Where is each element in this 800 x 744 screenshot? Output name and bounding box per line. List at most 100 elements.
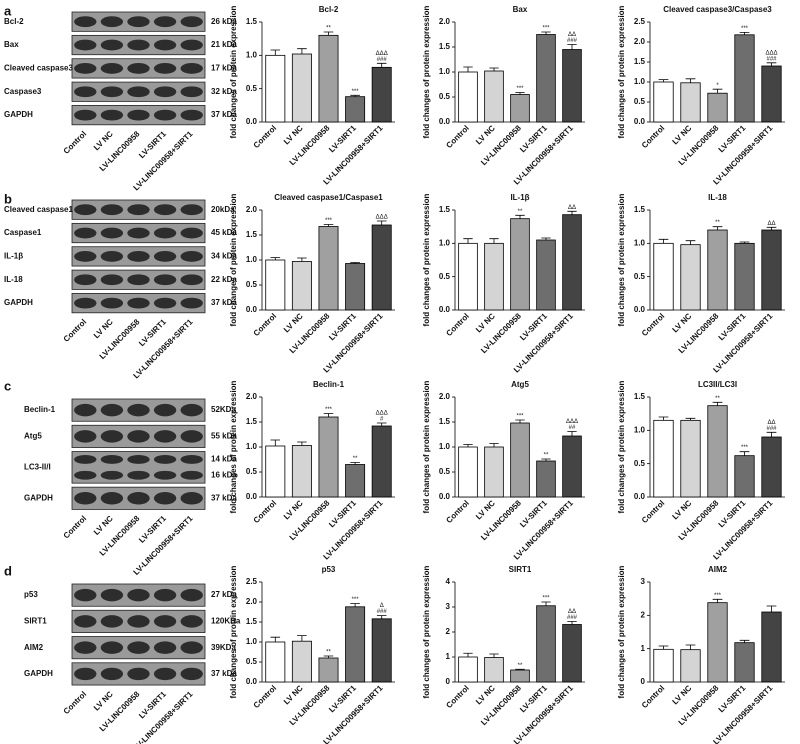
blot-band — [100, 16, 124, 28]
error-bar — [685, 78, 696, 83]
significance: *** — [714, 593, 722, 599]
blot-band — [153, 297, 177, 309]
blot-row-label: Cleaved caspase3 — [4, 64, 73, 73]
blot-size-label: 17 kDa — [211, 64, 237, 73]
blot-band — [180, 204, 203, 216]
bar — [345, 263, 366, 311]
y-axis-label: fold changes of protein expression — [422, 5, 431, 138]
bar — [734, 242, 755, 311]
blot-band — [74, 615, 97, 628]
blot-size-label: 21 kDa — [211, 40, 237, 49]
x-tick-label: Control — [640, 499, 666, 525]
blot-band — [74, 470, 97, 480]
blot-size-label: 55 kDa — [211, 432, 237, 441]
blot-band — [100, 641, 124, 654]
bar — [510, 94, 530, 123]
error-bar — [463, 66, 473, 72]
y-tick-label: 1.5 — [634, 205, 646, 214]
blot-row-label: LC3-II/I — [24, 462, 51, 471]
blot-band — [127, 86, 150, 98]
chart-title: Bcl-2 — [319, 5, 339, 14]
blot-band — [100, 62, 124, 74]
y-tick-label: 1.5 — [634, 392, 646, 401]
error-bar — [297, 257, 307, 262]
bar — [345, 96, 366, 123]
error-bar — [685, 417, 696, 421]
bar — [458, 656, 478, 683]
blot-band — [180, 250, 203, 262]
blot-band — [153, 588, 177, 602]
x-tick-label: LV NC — [670, 311, 693, 334]
blot-band — [153, 615, 177, 628]
bar — [653, 419, 674, 498]
panel-letter: a — [4, 3, 12, 18]
bar — [458, 242, 478, 311]
blot-band — [180, 16, 203, 28]
y-tick-label: 1.5 — [246, 617, 258, 626]
y-axis-label: fold changes of protein expression — [422, 380, 431, 513]
significance: ** — [715, 396, 720, 402]
y-tick-label: 0.5 — [246, 84, 258, 93]
blot-band — [153, 109, 177, 121]
y-tick-label: 0.5 — [439, 272, 451, 281]
significance: Δ — [380, 603, 384, 609]
panel-letter: d — [4, 563, 12, 578]
blot-band — [74, 62, 97, 74]
error-bar — [766, 431, 777, 437]
blot-size-label: 45 kDa — [211, 228, 237, 237]
blot-band — [180, 492, 203, 505]
y-tick-label: 1.0 — [634, 238, 646, 247]
blot-band — [74, 204, 97, 216]
error-bar — [463, 652, 473, 657]
y-tick-label: 1.0 — [246, 442, 258, 451]
blot-row-label: GAPDH — [4, 298, 33, 307]
error-bar — [515, 419, 525, 423]
blot-row-label: Bax — [4, 40, 19, 49]
blot-size-label: 37 kDa — [211, 110, 237, 119]
y-tick-label: 0.0 — [634, 492, 646, 501]
bar — [680, 244, 701, 311]
y-tick-label: 1.5 — [246, 417, 258, 426]
bar — [653, 648, 674, 683]
blot-row-label: Cleaved caspase1 — [4, 205, 73, 214]
bar — [291, 640, 312, 683]
error-bar — [567, 621, 577, 625]
error-bar — [323, 224, 334, 227]
bar — [761, 611, 782, 683]
blot-size-label: 37 kDa — [211, 298, 237, 307]
error-bar — [323, 655, 334, 658]
significance: *** — [352, 597, 360, 603]
bar — [318, 34, 339, 123]
significance: *** — [741, 445, 749, 451]
blot-band — [74, 250, 97, 262]
y-axis-label: fold changes of protein expression — [617, 380, 626, 513]
y-tick-label: 2.5 — [634, 17, 646, 26]
blot-band — [153, 204, 177, 216]
bar — [484, 242, 504, 311]
y-tick-label: 1.0 — [439, 238, 451, 247]
bar — [484, 446, 504, 498]
blot-band — [127, 109, 150, 121]
blot-row-label: p53 — [24, 590, 38, 599]
y-tick-label: 0.0 — [634, 117, 646, 126]
x-tick-label: Control — [252, 499, 278, 525]
chart-title: Beclin-1 — [313, 380, 345, 389]
y-axis-label: fold changes of protein expression — [229, 193, 238, 326]
x-tick-label: LV NC — [282, 123, 305, 146]
significance: ** — [518, 209, 523, 215]
blot-band — [100, 667, 124, 681]
blot-band — [127, 204, 150, 216]
significance: *** — [542, 596, 550, 602]
blot-band — [100, 403, 124, 417]
blot-size-label: 14 kDa — [211, 455, 237, 464]
bar — [680, 649, 701, 683]
blot-band — [127, 39, 150, 51]
x-tick-label: LV NC — [474, 123, 497, 146]
error-bar — [463, 444, 473, 447]
blot-band — [100, 39, 124, 51]
bar — [265, 54, 286, 123]
blot-size-label: 20kDa — [211, 205, 235, 214]
bar — [707, 602, 728, 683]
blot-size-label: 37 kDa — [211, 493, 237, 502]
chart-title: Cleaved caspase3/Caspase3 — [663, 5, 772, 14]
